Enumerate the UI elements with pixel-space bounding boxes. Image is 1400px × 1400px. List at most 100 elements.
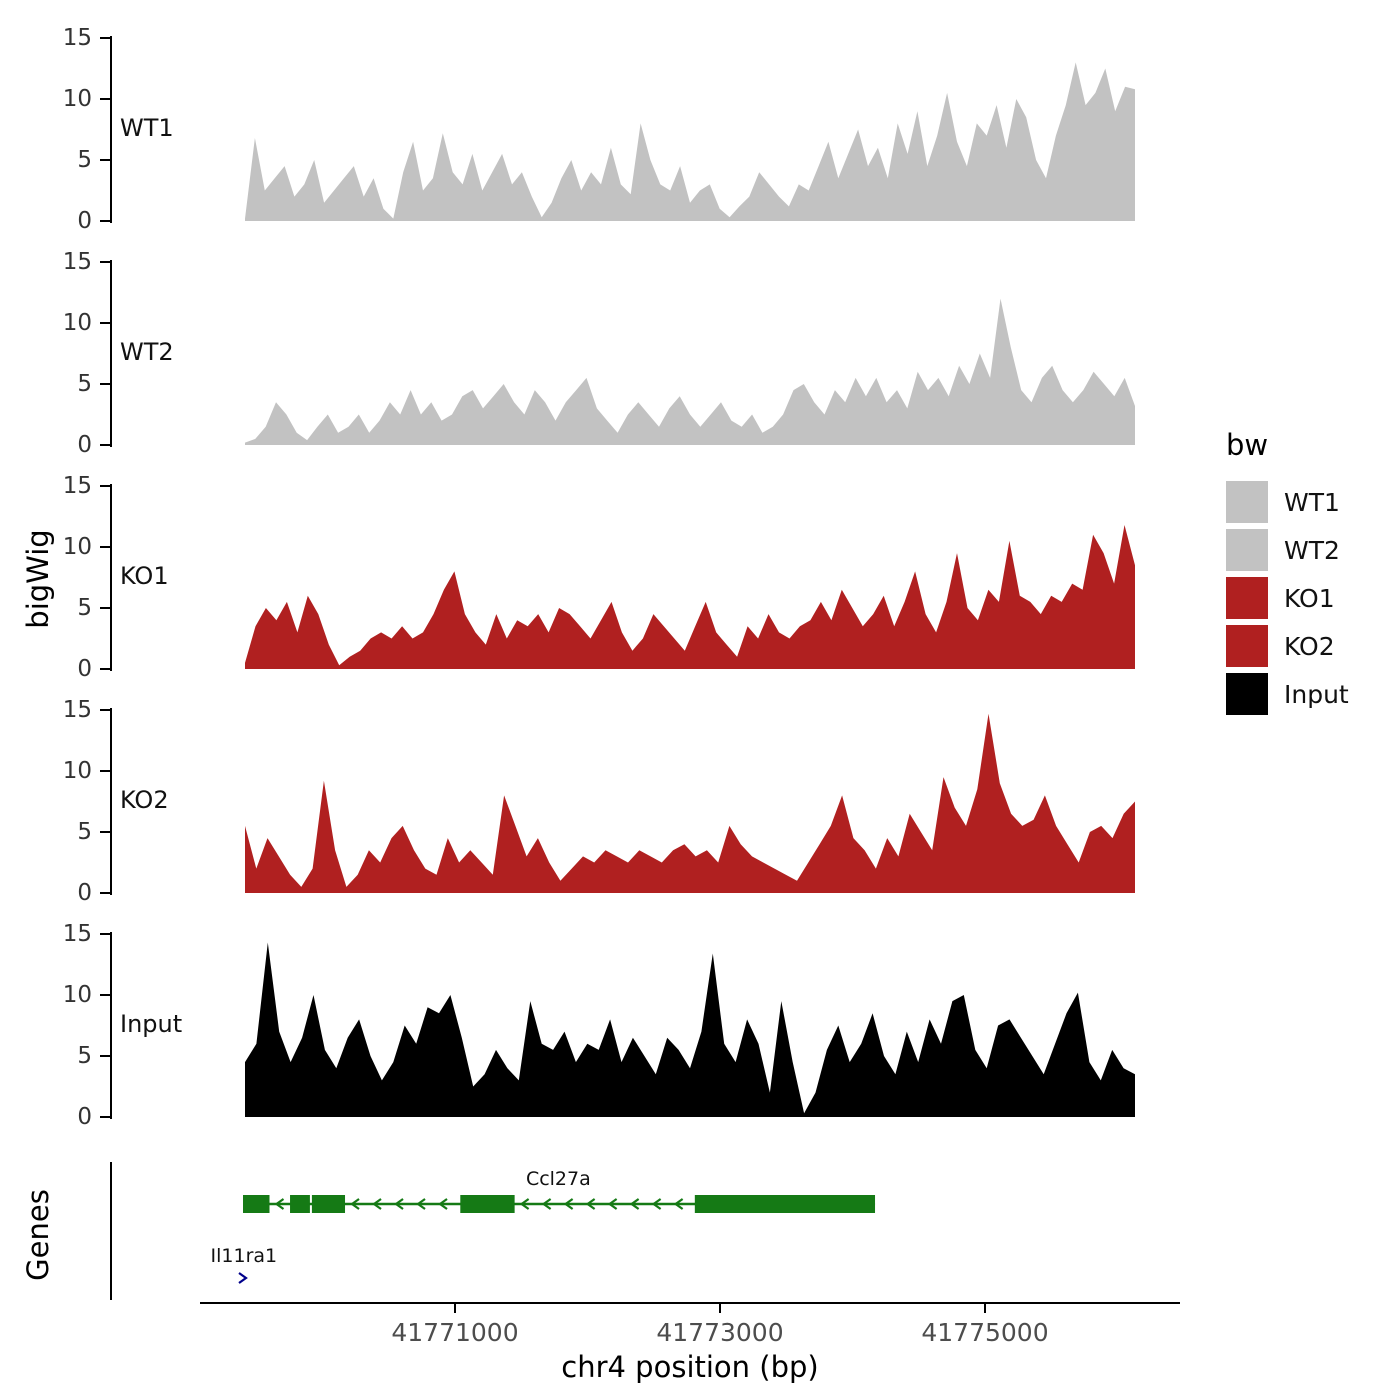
coverage-area-wt1	[245, 62, 1135, 222]
y-tick-label: 15	[62, 249, 92, 275]
strand-arrow-icon	[563, 1198, 574, 1210]
coverage-area-ko2	[245, 713, 1135, 893]
y-tick-mark	[100, 1055, 110, 1057]
legend-swatch-ko1	[1226, 577, 1268, 619]
track-label-wt2: WT2	[120, 338, 174, 366]
gene-exon	[694, 1195, 876, 1213]
y-tick-label: 10	[62, 758, 92, 784]
legend-label-wt1: WT1	[1284, 487, 1340, 517]
y-tick-mark	[100, 383, 110, 385]
legend-swatch-input	[1226, 673, 1268, 715]
legend-item-ko2: KO2	[1226, 622, 1349, 670]
legend-swatch-ko2	[1226, 625, 1268, 667]
strand-arrow-icon	[673, 1198, 684, 1210]
strand-arrow-icon	[350, 1198, 360, 1210]
y-tick-label: 10	[62, 982, 92, 1008]
strand-arrow-icon	[541, 1198, 552, 1210]
legend-title: bw	[1226, 428, 1269, 462]
y-tick-mark	[100, 933, 110, 935]
y-tick-label: 5	[77, 595, 92, 621]
y-tick-label: 10	[62, 86, 92, 112]
strand-arrow-icon	[607, 1198, 618, 1210]
track-panel-ko2: KO2 0 5 10 15	[0, 697, 1400, 912]
coverage-signal-ko1	[245, 525, 1135, 669]
y-tick-mark	[100, 261, 110, 263]
track-label-ko1: KO1	[120, 562, 169, 590]
legend: bw WT1 WT2 KO1 KO2 Input	[1226, 428, 1349, 718]
y-tick-mark	[100, 546, 110, 548]
track-label-input: Input	[120, 1010, 183, 1038]
y-tick-label: 5	[77, 147, 92, 173]
y-tick-label: 5	[77, 371, 92, 397]
y-tick-label: 15	[62, 697, 92, 723]
strand-arrow-icon	[238, 1272, 248, 1284]
gene-exon	[243, 1195, 270, 1213]
strand-arrow-icon	[438, 1198, 448, 1210]
track-panel-wt2: WT2 0 5 10 15	[0, 249, 1400, 464]
y-tick-mark	[100, 831, 110, 833]
y-axis-line	[110, 36, 112, 223]
x-tick-mark	[984, 1304, 986, 1313]
y-tick-label: 0	[77, 1104, 92, 1130]
y-tick-label: 10	[62, 534, 92, 560]
gene-exon	[290, 1195, 310, 1213]
y-tick-label: 0	[77, 208, 92, 234]
coverage-signal-ko2	[245, 713, 1135, 893]
gene-models: Ccl27a Il11ra1	[211, 1168, 876, 1284]
y-axis-line	[110, 260, 112, 447]
legend-label-ko1: KO1	[1284, 583, 1335, 613]
y-tick-mark	[100, 709, 110, 711]
legend-item-ko1: KO1	[1226, 574, 1349, 622]
y-tick-mark	[100, 668, 110, 670]
track-label-wt1: WT1	[120, 114, 174, 142]
y-axis-line	[110, 708, 112, 895]
y-tick-label: 0	[77, 656, 92, 682]
gene-label: Ccl27a	[526, 1168, 591, 1190]
x-axis-line	[200, 1302, 1180, 1304]
y-tick-mark	[100, 892, 110, 894]
genes-axis-line	[110, 1162, 112, 1300]
legend-label-input: Input	[1284, 679, 1349, 709]
y-tick-label: 15	[62, 473, 92, 499]
y-tick-mark	[100, 1116, 110, 1118]
coverage-area-ko1	[245, 525, 1135, 669]
strand-arrow-icon	[274, 1198, 285, 1210]
y-tick-mark	[100, 770, 110, 772]
coverage-area-wt2	[245, 298, 1135, 445]
y-tick-label: 5	[77, 819, 92, 845]
track-label-ko2: KO2	[120, 786, 169, 814]
x-tick-label: 41771000	[391, 1318, 519, 1347]
strand-arrow-icon	[629, 1198, 640, 1210]
x-tick-mark	[719, 1304, 721, 1313]
strand-arrow-icon	[372, 1198, 382, 1210]
y-tick-label: 15	[62, 25, 92, 51]
x-tick-mark	[454, 1304, 456, 1313]
track-panel-wt1: WT1 0 5 10 15	[0, 25, 1400, 240]
legend-label-ko2: KO2	[1284, 631, 1335, 661]
legend-label-wt2: WT2	[1284, 535, 1340, 565]
y-tick-mark	[100, 322, 110, 324]
strand-arrow-icon	[519, 1198, 530, 1210]
track-panel-input: Input 0 5 10 15	[0, 921, 1400, 1136]
gene-exon	[311, 1195, 346, 1213]
genes-panel: Ccl27a Il11ra1	[0, 1158, 1400, 1304]
legend-item-input: Input	[1226, 670, 1349, 718]
legend-swatch-wt2	[1226, 529, 1268, 571]
coverage-signal-input	[245, 942, 1135, 1117]
track-panel-ko1: KO1 0 5 10 15	[0, 473, 1400, 688]
y-tick-mark	[100, 607, 110, 609]
x-tick-label: 41773000	[656, 1318, 784, 1347]
y-tick-mark	[100, 159, 110, 161]
y-tick-label: 10	[62, 310, 92, 336]
coverage-signal-wt1	[245, 62, 1135, 222]
coverage-signal-wt2	[245, 298, 1135, 445]
y-tick-mark	[100, 98, 110, 100]
legend-swatch-wt1	[1226, 481, 1268, 523]
y-axis-line	[110, 932, 112, 1119]
y-tick-mark	[100, 37, 110, 39]
legend-item-wt2: WT2	[1226, 526, 1349, 574]
gene-label: Il11ra1	[211, 1245, 278, 1267]
strand-arrow-icon	[585, 1198, 596, 1210]
strand-arrow-icon	[416, 1198, 426, 1210]
